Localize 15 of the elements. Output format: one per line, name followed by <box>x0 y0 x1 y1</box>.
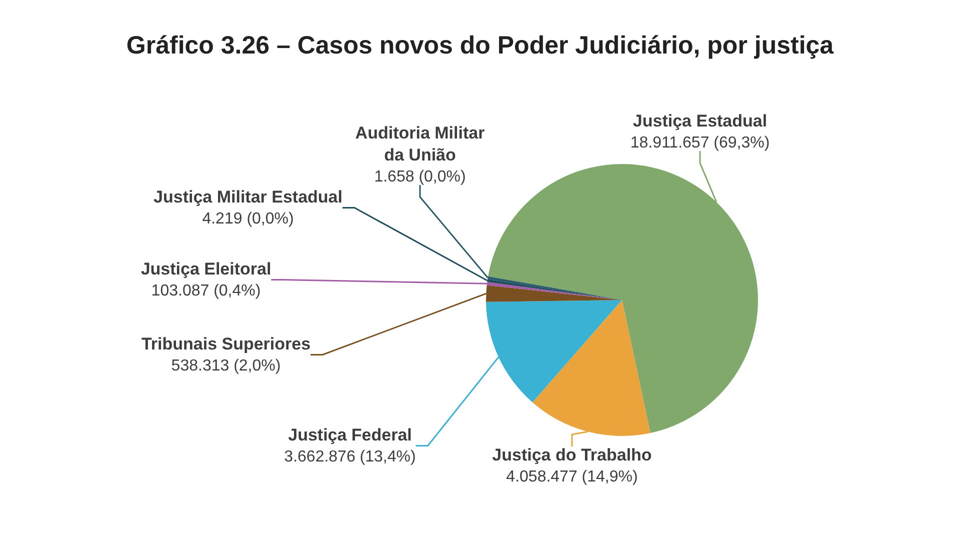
data-label: 4.219 (0,0%) <box>202 210 294 228</box>
chart-title: Gráfico 3.26 – Casos novos do Poder Judiciário, por justiça <box>126 32 835 60</box>
slice-label: Justiça Estadual <box>632 112 768 130</box>
data-label: 3.662.876 (13,4%) <box>284 448 416 466</box>
slice-label: Tribunais Superiores <box>141 334 311 354</box>
data-label: 4.058.477 (14,9%) <box>506 468 638 486</box>
slice-label: Auditoria Militar da União <box>355 124 486 164</box>
data-label: 18.911.657 (69,3%) <box>630 134 770 152</box>
slice-label: Justiça Eleitoral <box>140 260 272 278</box>
data-label: 538.313 (2,0%) <box>171 358 281 374</box>
slice-label: Justiça do Trabalho <box>492 446 652 464</box>
data-label: 1.658 (0,0%) <box>374 168 466 186</box>
slice-label: Justiça Militar Estadual <box>154 188 342 206</box>
data-label: 103.087 (0,4%) <box>151 282 261 300</box>
slice-label: Justiça Federal <box>288 426 412 444</box>
